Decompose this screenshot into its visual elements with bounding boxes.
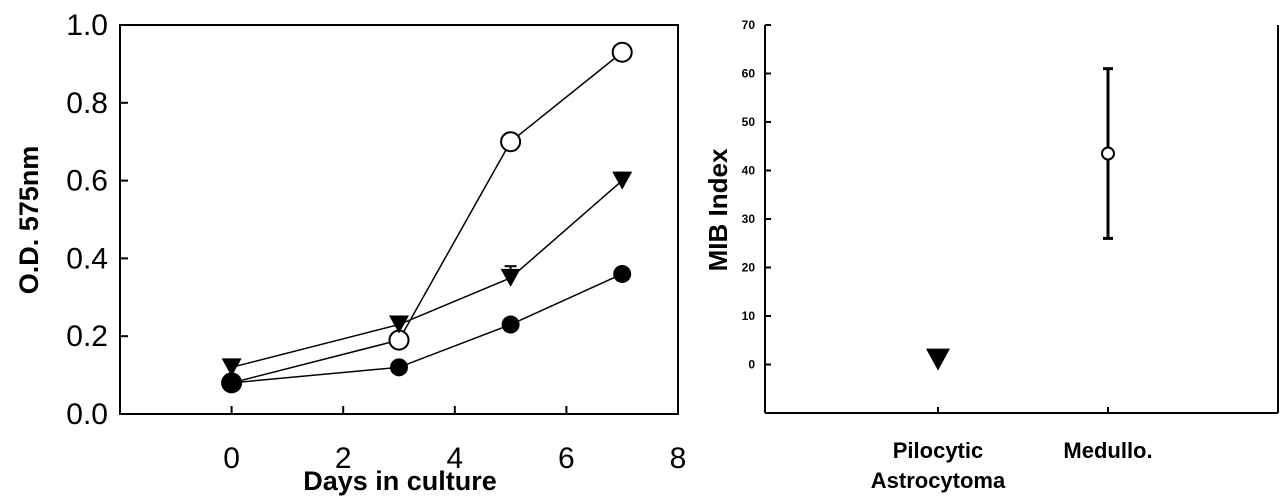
left-ticks: 0.0 0.2 0.4 0.6 0.8 1.0 0 2 4 6 8 bbox=[66, 9, 686, 475]
right-category-label: Medullo. bbox=[1063, 438, 1152, 463]
left-y-tick-label: 0.0 bbox=[66, 398, 108, 431]
right-y-tick-label: 10 bbox=[742, 309, 756, 323]
right-y-tick-label: 70 bbox=[742, 18, 756, 32]
left-point-filled-circle bbox=[222, 373, 241, 392]
left-series-line bbox=[231, 273, 623, 384]
left-point-filled-triangle bbox=[389, 315, 409, 334]
left-x-axis-title: Days in culture bbox=[303, 466, 497, 496]
left-point-filled-triangle bbox=[500, 268, 521, 287]
left-x-tick-label: 0 bbox=[223, 442, 240, 475]
left-y-tick-label: 0.6 bbox=[66, 165, 108, 198]
left-series bbox=[221, 41, 633, 394]
left-point-open-circle bbox=[611, 41, 633, 63]
right-y-tick-label: 0 bbox=[748, 358, 755, 372]
left-x-tick-label: 4 bbox=[446, 442, 463, 475]
left-point-open-circle bbox=[500, 131, 522, 153]
left-y-tick-label: 0.8 bbox=[66, 87, 108, 120]
right-y-tick-label: 20 bbox=[742, 261, 756, 275]
right-point-filled-triangle bbox=[926, 348, 950, 371]
left-point-filled-circle bbox=[390, 358, 408, 377]
right-y-tick-label: 60 bbox=[742, 67, 756, 81]
right-y-tick-label: 50 bbox=[742, 115, 756, 129]
left-point-filled-triangle bbox=[612, 171, 633, 190]
left-point-filled-circle bbox=[613, 264, 632, 283]
left-y-tick-label: 0.2 bbox=[66, 320, 108, 353]
left-x-tick-label: 8 bbox=[670, 442, 687, 475]
left-series-line bbox=[231, 180, 623, 369]
right-y-axis-title: MIB Index bbox=[703, 148, 733, 271]
right-panel-mib-chart: 0 10 20 30 40 50 60 70 Pilocytic Astrocytoma Medu… bbox=[703, 18, 1279, 493]
left-x-tick-label: 2 bbox=[335, 442, 352, 475]
right-ticks: 0 10 20 30 40 50 60 70 bbox=[742, 18, 1109, 413]
left-point-filled-triangle bbox=[221, 358, 242, 377]
left-plot-frame bbox=[119, 24, 679, 415]
left-y-tick-label: 0.4 bbox=[66, 242, 108, 275]
right-points bbox=[926, 67, 1115, 371]
left-panel-od-chart: 0.00.20.40.60.81.00 2 4 6 8 Days in culture … bbox=[14, 9, 686, 496]
right-point-open-circle bbox=[1101, 146, 1115, 161]
left-y-tick-label: 1.0 bbox=[66, 9, 108, 42]
left-y-axis-title: O.D. 575nm bbox=[14, 146, 44, 295]
right-y-tick-label: 40 bbox=[742, 164, 756, 178]
right-category-label: Astrocytoma bbox=[871, 468, 1006, 493]
right-category-labels: Pilocytic Astrocytoma Medullo. bbox=[871, 438, 1153, 493]
left-point-filled-circle bbox=[501, 315, 520, 334]
left-x-tick-label: 6 bbox=[558, 442, 575, 475]
right-category-label: Pilocytic bbox=[893, 438, 983, 463]
left-series-line bbox=[231, 51, 623, 384]
right-y-tick-label: 30 bbox=[742, 212, 756, 226]
